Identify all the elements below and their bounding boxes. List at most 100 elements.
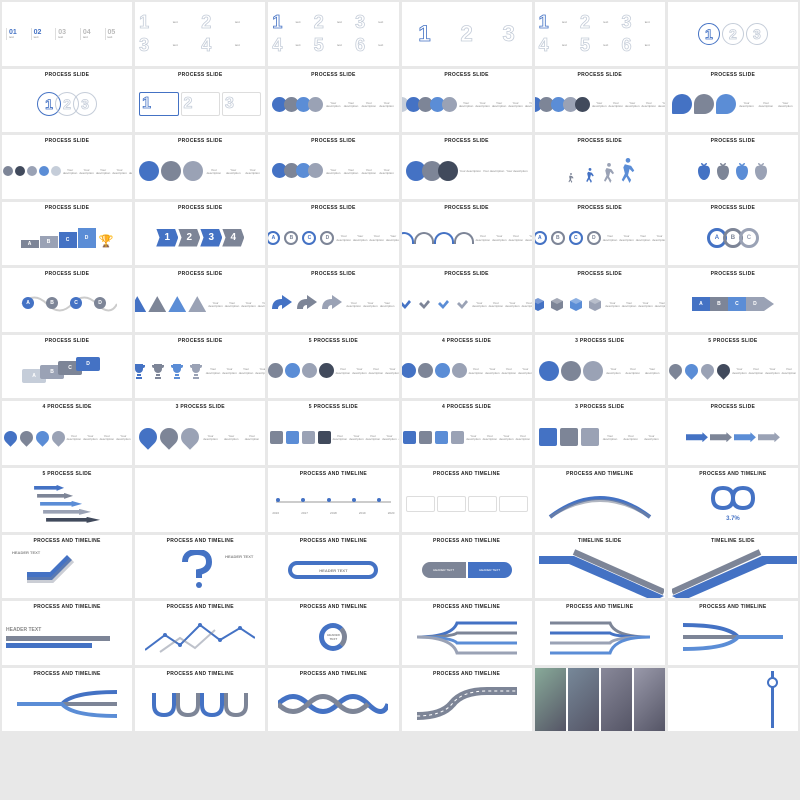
slide-graphic: [672, 612, 794, 662]
slide-graphic: 1text2text3text4text5text6text: [539, 5, 661, 63]
slide-thumbnail[interactable]: PROCESS AND TIMELINEHEADER TEXT: [268, 601, 398, 665]
slide-title: PROCESS SLIDE: [6, 338, 128, 344]
slide-graphic: HEADER TEXT: [6, 612, 128, 662]
slide-thumbnail[interactable]: PROCESS AND TIMELINEHEADER TEXT: [2, 535, 132, 599]
slide-graphic: Your descriptionYour descriptionYour des…: [139, 279, 261, 329]
slide-thumbnail[interactable]: PROCESS AND TIMELINE: [535, 601, 665, 665]
slide-thumbnail[interactable]: PROCESS SLIDEABCDYour descriptionYour de…: [268, 202, 398, 266]
slide-thumbnail[interactable]: 5 PROCESS SLIDEYour descriptionYour desc…: [268, 401, 398, 465]
slide-thumbnail[interactable]: PROCESS SLIDEABC: [668, 202, 798, 266]
slide-thumbnail[interactable]: PROCESS SLIDEYour descriptionYour descri…: [135, 268, 265, 332]
slide-thumbnail[interactable]: PROCESS AND TIMELINE: [268, 668, 398, 732]
slide-thumbnail[interactable]: 4 PROCESS SLIDEYour descriptionYour desc…: [2, 401, 132, 465]
slide-thumbnail[interactable]: PROCESS AND TIMELINE: [402, 468, 532, 532]
slide-graphic: Your descriptionYour descriptionYour des…: [539, 412, 661, 462]
slide-title: PROCESS SLIDE: [672, 271, 794, 277]
slide-thumbnail[interactable]: PROCESS AND TIMELINEHEADER TEXT: [268, 535, 398, 599]
slide-title: PROCESS SLIDE: [6, 205, 128, 211]
slide-thumbnail[interactable]: PROCESS SLIDEABCD🏆: [2, 202, 132, 266]
slide-thumbnail[interactable]: 3 PROCESS SLIDEYour descriptionYour desc…: [135, 401, 265, 465]
slide-thumbnail[interactable]: [135, 468, 265, 532]
slide-title: PROCESS AND TIMELINE: [406, 471, 528, 477]
slide-thumbnail[interactable]: PROCESS SLIDE: [668, 401, 798, 465]
slide-thumbnail[interactable]: PROCESS AND TIMELINE20162017201820192020: [268, 468, 398, 532]
slide-thumbnail[interactable]: 123: [402, 2, 532, 66]
slide-graphic: Your descriptionYour descriptionYour des…: [139, 146, 261, 196]
slide-thumbnail[interactable]: PROCESS SLIDEYour descriptionYour descri…: [535, 268, 665, 332]
slide-thumbnail[interactable]: PROCESS SLIDEYour descriptionYour descri…: [668, 69, 798, 133]
slide-graphic: Your descriptionYour descriptionYour des…: [672, 346, 794, 396]
slide-thumbnail[interactable]: [668, 668, 798, 732]
slide-thumbnail[interactable]: 123: [668, 2, 798, 66]
slide-thumbnail[interactable]: PROCESS SLIDEABCD: [668, 268, 798, 332]
slide-graphic: [535, 668, 665, 732]
slide-thumbnail[interactable]: PROCESS SLIDEYour descriptionYour descri…: [135, 335, 265, 399]
slide-thumbnail[interactable]: PROCESS AND TIMELINEHEADER TEXTHEADER TE…: [402, 535, 532, 599]
slide-graphic: ABCD: [6, 346, 128, 396]
slide-thumbnail[interactable]: PROCESS SLIDEYour descriptionYour descri…: [402, 202, 532, 266]
slide-graphic: [406, 479, 528, 529]
slide-thumbnail[interactable]: 1text2text3text4text: [135, 2, 265, 66]
slide-graphic: [406, 612, 528, 662]
slide-thumbnail[interactable]: PROCESS SLIDE123: [135, 69, 265, 133]
slide-graphic: 123: [672, 5, 794, 63]
slide-thumbnail[interactable]: PROCESS SLIDE: [668, 135, 798, 199]
slide-thumbnail[interactable]: PROCESS SLIDEYour descriptionYour descri…: [402, 135, 532, 199]
slide-graphic: [272, 679, 394, 729]
slide-thumbnail[interactable]: PROCESS SLIDEYour descriptionYour descri…: [2, 135, 132, 199]
slide-graphic: Your descriptionYour descriptionYour des…: [272, 279, 394, 329]
slide-thumbnail[interactable]: PROCESS SLIDEYour descriptionYour descri…: [402, 69, 532, 133]
slide-thumbnail[interactable]: 01text02text03text04text05text: [2, 2, 132, 66]
slide-thumbnail[interactable]: PROCESS AND TIMELINE: [135, 601, 265, 665]
slide-thumbnail[interactable]: TIMELINE SLIDE: [535, 535, 665, 599]
slide-graphic: [539, 612, 661, 662]
slide-thumbnail[interactable]: PROCESS SLIDEABCD: [2, 268, 132, 332]
slide-thumbnail[interactable]: 1text2text3text4text5text6text: [268, 2, 398, 66]
slide-graphic: Your descriptionYour descriptionYour des…: [406, 279, 528, 329]
slide-title: 3 PROCESS SLIDE: [539, 338, 661, 344]
slide-thumbnail[interactable]: PROCESS SLIDEYour descriptionYour descri…: [268, 135, 398, 199]
slide-thumbnail[interactable]: PROCESS AND TIMELINE: [135, 668, 265, 732]
slide-thumbnail[interactable]: PROCESS AND TIMELINE: [668, 601, 798, 665]
slide-thumbnail[interactable]: 4 PROCESS SLIDEYour descriptionYour desc…: [402, 401, 532, 465]
slide-thumbnail[interactable]: PROCESS SLIDE123: [2, 69, 132, 133]
slide-thumbnail[interactable]: PROCESS SLIDEYour descriptionYour descri…: [268, 69, 398, 133]
slide-thumbnail[interactable]: 3 PROCESS SLIDE Your descriptionYour desc…: [535, 335, 665, 399]
slide-graphic: 3.7%: [672, 479, 794, 529]
slide-thumbnail[interactable]: PROCESS SLIDEYour descriptionYour descri…: [268, 268, 398, 332]
slide-graphic: 20162017201820192020: [272, 479, 394, 529]
slide-thumbnail[interactable]: PROCESS SLIDE1234: [135, 202, 265, 266]
slide-thumbnail[interactable]: 5 PROCESS SLIDE: [2, 468, 132, 532]
slide-title: PROCESS AND TIMELINE: [6, 671, 128, 677]
slide-thumbnail[interactable]: 5 PROCESS SLIDEYour descriptionYour desc…: [668, 335, 798, 399]
slide-title: PROCESS SLIDE: [139, 138, 261, 144]
slide-thumbnail[interactable]: PROCESS AND TIMELINE: [2, 668, 132, 732]
slide-thumbnail[interactable]: PROCESS AND TIMELINE: [402, 668, 532, 732]
slide-thumbnail[interactable]: PROCESS SLIDE Your descriptionYour descri…: [135, 135, 265, 199]
slide-thumbnail[interactable]: PROCESS AND TIMELINEHEADER TEXT: [2, 601, 132, 665]
slide-title: PROCESS SLIDE: [672, 72, 794, 78]
slide-thumbnail[interactable]: [535, 668, 665, 732]
slide-thumbnail[interactable]: 3 PROCESS SLIDEYour descriptionYour desc…: [535, 401, 665, 465]
slide-graphic: HEADER TEXT: [272, 546, 394, 596]
slide-thumbnail[interactable]: 4 PROCESS SLIDEYour descriptionYour desc…: [402, 335, 532, 399]
slide-thumbnail[interactable]: PROCESS AND TIMELINE: [535, 468, 665, 532]
slide-thumbnail[interactable]: 5 PROCESS SLIDEYour descriptionYour desc…: [268, 335, 398, 399]
slide-title: PROCESS AND TIMELINE: [272, 671, 394, 677]
slide-thumbnail[interactable]: 1text2text3text4text5text6text: [535, 2, 665, 66]
slide-thumbnail[interactable]: PROCESS SLIDE: [535, 135, 665, 199]
slide-title: PROCESS AND TIMELINE: [6, 538, 128, 544]
slide-title: TIMELINE SLIDE: [539, 538, 661, 544]
slide-thumbnail[interactable]: TIMELINE SLIDE: [668, 535, 798, 599]
slide-graphic: Your descriptionYour descriptionYour des…: [539, 346, 661, 396]
slide-thumbnail[interactable]: PROCESS AND TIMELINE: [402, 601, 532, 665]
slide-title: 5 PROCESS SLIDE: [272, 404, 394, 410]
slide-thumbnail[interactable]: PROCESS SLIDEABCDYour descriptionYour de…: [535, 202, 665, 266]
slide-title: PROCESS SLIDE: [406, 271, 528, 277]
slide-thumbnail[interactable]: PROCESS SLIDE Your descriptionYour descri…: [402, 268, 532, 332]
slide-thumbnail[interactable]: PROCESS AND TIMELINEHEADER TEXT: [135, 535, 265, 599]
slide-thumbnail[interactable]: PROCESS SLIDEYour descriptionYour descri…: [535, 69, 665, 133]
slide-thumbnail[interactable]: PROCESS AND TIMELINE3.7%: [668, 468, 798, 532]
slide-thumbnail[interactable]: PROCESS SLIDE ABCD: [2, 335, 132, 399]
slide-title: PROCESS SLIDE: [139, 72, 261, 78]
